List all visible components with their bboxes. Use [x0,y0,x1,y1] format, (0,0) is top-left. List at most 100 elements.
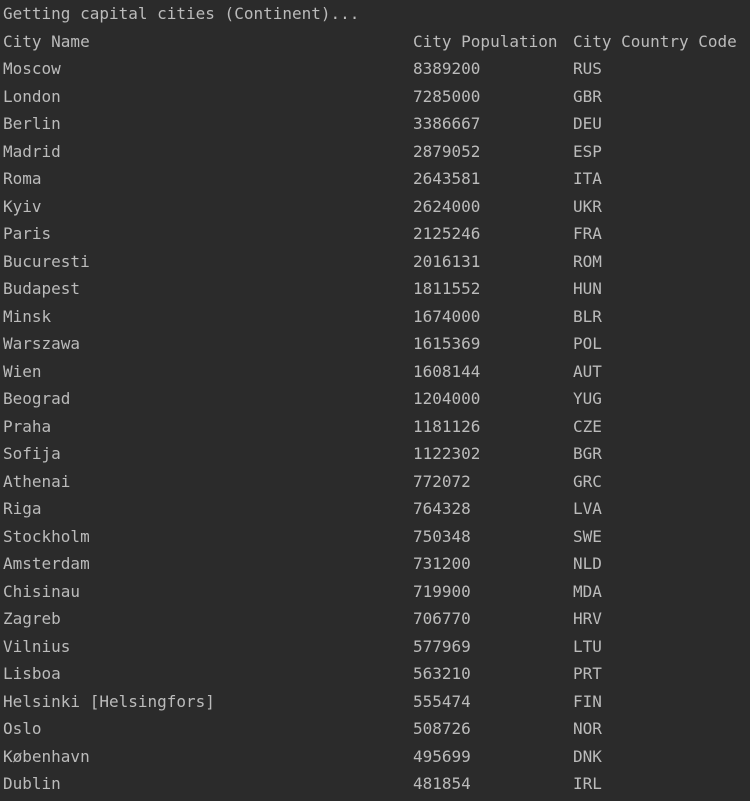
city-name-cell: Stockholm [3,526,90,546]
city-country-code-cell: IRL [573,774,602,793]
table-row: København 495699 DNK [3,746,750,774]
city-name-cell: Riga [3,499,42,518]
city-country-code-cell: FRA [573,224,602,243]
city-country-code-cell: ESP [573,141,602,161]
city-name-cell: Oslo [3,719,42,738]
table-row: London 7285000 GBR [3,86,750,114]
city-name-cell: Madrid [3,141,61,161]
city-population-cell: 1122302 [413,444,481,463]
table-row: Paris 2125246 FRA [3,223,750,251]
city-population-cell: 1181126 [413,416,481,436]
city-name-cell: Paris [3,224,52,243]
table-header: City Name City Population City Country C… [3,31,750,59]
city-country-code-cell: UKR [573,196,602,216]
city-country-code-cell: GBR [573,86,602,106]
city-name-cell: Dublin [3,774,61,793]
table-row: Amsterdam 731200 NLD [3,553,750,581]
table-row: Warszawa 1615369 POL [3,333,750,361]
city-country-code-cell: ROM [573,251,602,271]
table-row: Kyiv 2624000 UKR [3,196,750,224]
city-population-cell: 1615369 [413,334,481,353]
table-row: Berlin 3386667 DEU [3,113,750,141]
city-country-code-cell: DNK [573,746,602,766]
city-name-cell: Beograd [3,389,71,408]
status-text: Getting capital cities (Continent)... [3,4,360,23]
city-population-cell: 3386667 [413,114,481,133]
city-name-cell: Kyiv [3,196,42,216]
table-row: Oslo 508726 NOR [3,718,750,746]
table-row: Lisboa 563210 PRT [3,663,750,691]
city-country-code-cell: NLD [573,554,602,573]
city-name-cell: Lisboa [3,664,61,683]
table-row: Wien 1608144 AUT [3,361,750,389]
city-population-cell: 1204000 [413,389,481,408]
city-name-cell: Warszawa [3,334,81,353]
table-row: Zagreb 706770 HRV [3,608,750,636]
city-name-cell: Minsk [3,306,52,326]
city-country-code-cell: POL [573,334,602,353]
header-city-country-code: City Country Code [573,31,737,51]
city-population-cell: 1674000 [413,306,481,326]
table-row: Praha 1181126 CZE [3,416,750,444]
city-population-cell: 750348 [413,526,471,546]
city-name-cell: Bucuresti [3,251,90,271]
city-population-cell: 1608144 [413,361,481,381]
city-population-cell: 495699 [413,746,471,766]
city-country-code-cell: HUN [573,279,602,298]
city-country-code-cell: BLR [573,306,602,326]
city-population-cell: 2016131 [413,251,481,271]
table-row: Minsk 1674000 BLR [3,306,750,334]
table-row: Bucuresti 2016131 ROM [3,251,750,279]
city-name-cell: Sofija [3,444,61,463]
city-population-cell: 563210 [413,664,471,683]
city-name-cell: København [3,746,90,766]
city-population-cell: 731200 [413,554,471,573]
city-country-code-cell: NOR [573,719,602,738]
city-population-cell: 2643581 [413,169,481,188]
city-name-cell: London [3,86,61,106]
city-name-cell: Chisinau [3,581,81,601]
city-population-cell: 7285000 [413,86,481,106]
table-row: Beograd 1204000 YUG [3,388,750,416]
header-city-name: City Name [3,31,90,51]
table-row: Stockholm 750348 SWE [3,526,750,554]
city-population-cell: 772072 [413,471,471,491]
city-population-cell: 508726 [413,719,471,738]
city-name-cell: Roma [3,169,42,188]
city-population-cell: 1811552 [413,279,481,298]
table-row: Vilnius 577969 LTU [3,636,750,664]
city-population-cell: 481854 [413,774,471,793]
city-population-cell: 2125246 [413,224,481,243]
table-row: Moscow 8389200 RUS [3,58,750,86]
city-country-code-cell: BGR [573,444,602,463]
city-country-code-cell: CZE [573,416,602,436]
table-row: Athenai 772072 GRC [3,471,750,499]
city-country-code-cell: LVA [573,499,602,518]
table-row: Sofija 1122302 BGR [3,443,750,471]
city-population-cell: 719900 [413,581,471,601]
table-row: Madrid 2879052 ESP [3,141,750,169]
table-row: Chisinau 719900 MDA [3,581,750,609]
table-row: Dublin 481854 IRL [3,773,750,801]
header-city-population: City Population [413,31,558,51]
city-country-code-cell: ITA [573,169,602,188]
console-output[interactable]: Getting capital cities (Continent)... Ci… [3,3,750,801]
city-name-cell: Wien [3,361,42,381]
city-name-cell: Berlin [3,114,61,133]
city-country-code-cell: AUT [573,361,602,381]
table-row: Budapest 1811552 HUN [3,278,750,306]
table-row: Riga 764328 LVA [3,498,750,526]
table-row: Helsinki [Helsingfors] 555474 FIN [3,691,750,719]
city-name-cell: Vilnius [3,636,71,656]
city-name-cell: Zagreb [3,609,61,628]
city-country-code-cell: YUG [573,389,602,408]
city-population-cell: 764328 [413,499,471,518]
city-country-code-cell: MDA [573,581,602,601]
city-population-cell: 2624000 [413,196,481,216]
city-population-cell: 577969 [413,636,471,656]
city-country-code-cell: GRC [573,471,602,491]
status-line: Getting capital cities (Continent)... [3,3,750,31]
city-population-cell: 706770 [413,609,471,628]
city-country-code-cell: PRT [573,664,602,683]
city-country-code-cell: RUS [573,59,602,78]
